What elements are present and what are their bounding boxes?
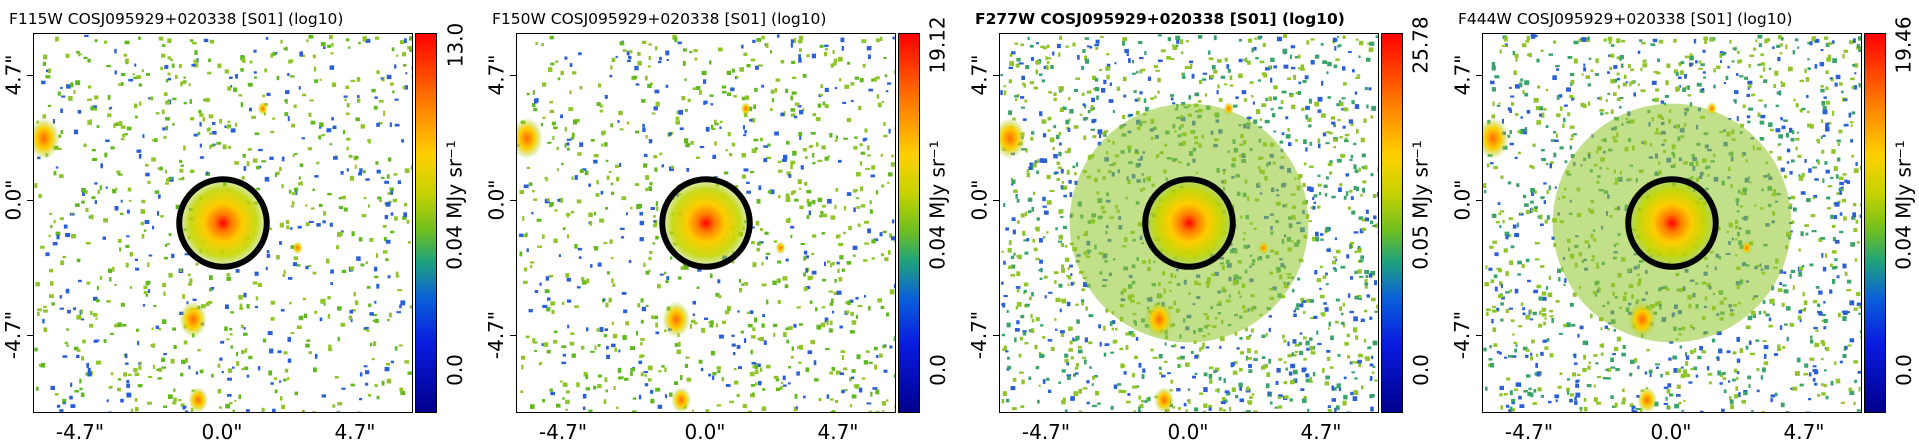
y-tick-label: 0.0" [967,179,992,221]
aperture-circle [1625,176,1719,270]
secondary-source [34,117,60,160]
aperture-circle [176,176,270,270]
y-tick-label: 0.0" [1,179,26,221]
y-tick-mark [1476,335,1482,336]
secondary-source [1628,301,1657,338]
colorbar-unit-label: 0.04 MJy sr⁻¹ [443,140,468,270]
source-core [175,175,271,271]
aperture-circle [659,176,753,270]
x-tick-label: -4.7" [538,420,588,444]
secondary-source [257,102,268,116]
y-tick-mark [993,75,999,76]
secondary-source [1145,301,1174,338]
secondary-source [1483,117,1509,160]
x-tick-label: 0.0" [1167,420,1209,444]
y-tick-mark [993,200,999,201]
image-panel-1: F115W COSJ095929+020338 [S01] (log10) 4.… [0,0,470,447]
colorbar-tick-label: 0.0 [1892,354,1916,386]
x-tick-label: 0.0" [1650,420,1692,444]
y-tick-label: 0.0" [1450,179,1475,221]
colorbar-tick-label: 25.78 [1409,16,1434,74]
colorbar-unit-label: 0.05 MJy sr⁻¹ [1409,140,1434,270]
x-tick-label: 4.7" [817,420,859,444]
cutout-image [33,33,413,413]
secondary-source [292,241,303,255]
y-tick-mark [510,200,516,201]
y-tick-mark [27,200,33,201]
colorbar [898,33,920,413]
secondary-source [775,241,786,255]
cutout-image [516,33,896,413]
y-tick-mark [1476,75,1482,76]
y-tick-mark [27,335,33,336]
y-tick-label: 0.0" [484,179,509,221]
secondary-source [188,387,209,412]
x-tick-label: 4.7" [1300,420,1342,444]
y-tick-mark [510,335,516,336]
secondary-source [1706,102,1717,116]
y-tick-label: -4.7" [1450,310,1475,360]
secondary-source [1154,387,1175,412]
y-tick-label: -4.7" [1,310,26,360]
panel-title: F150W COSJ095929+020338 [S01] (log10) [492,10,827,28]
colorbar-tick-label: 0.0 [443,354,467,386]
colorbar [415,33,437,413]
x-tick-label: 0.0" [201,420,243,444]
y-tick-mark [510,75,516,76]
colorbar [1381,33,1403,413]
source-core [658,175,754,271]
image-panel-3: F277W COSJ095929+020338 [S01] (log10) 4.… [966,0,1436,447]
x-tick-label: 0.0" [684,420,726,444]
image-panel-4: F444W COSJ095929+020338 [S01] (log10) 4.… [1449,0,1919,447]
secondary-source [517,117,543,160]
secondary-source [671,387,692,412]
cutout-image [999,33,1379,413]
x-tick-label: -4.7" [1021,420,1071,444]
colorbar [1864,33,1886,413]
secondary-source [740,102,751,116]
y-tick-label: -4.7" [967,310,992,360]
secondary-source [179,301,208,338]
x-tick-label: -4.7" [1504,420,1554,444]
panel-title: F115W COSJ095929+020338 [S01] (log10) [9,10,344,28]
colorbar-unit-label: 0.04 MJy sr⁻¹ [926,140,951,270]
y-tick-label: -4.7" [484,310,509,360]
aperture-circle [1142,176,1236,270]
secondary-source [662,301,691,338]
secondary-source [1223,102,1234,116]
colorbar-tick-label: 0.0 [926,354,950,386]
secondary-source [1741,241,1752,255]
colorbar-tick-label: 19.12 [926,16,951,74]
cutout-image [1482,33,1862,413]
y-tick-label: 4.7" [967,54,992,96]
y-tick-mark [1476,200,1482,201]
y-tick-label: 4.7" [1,54,26,96]
panel-title: F444W COSJ095929+020338 [S01] (log10) [1458,10,1793,28]
secondary-source [1637,387,1658,412]
panel-title: F277W COSJ095929+020338 [S01] (log10) [975,10,1345,28]
source-core [1141,175,1237,271]
colorbar-tick-label: 0.0 [1409,354,1433,386]
y-tick-mark [27,75,33,76]
y-tick-label: 4.7" [484,54,509,96]
y-tick-label: 4.7" [1450,54,1475,96]
x-tick-label: 4.7" [1783,420,1825,444]
colorbar-tick-label: 13.0 [443,22,467,68]
x-tick-label: -4.7" [55,420,105,444]
colorbar-tick-label: 19.46 [1892,16,1917,74]
secondary-source [1000,117,1026,160]
secondary-source [1258,241,1269,255]
y-tick-mark [993,335,999,336]
source-core [1624,175,1720,271]
x-tick-label: 4.7" [334,420,376,444]
image-panel-2: F150W COSJ095929+020338 [S01] (log10) 4.… [483,0,953,447]
colorbar-unit-label: 0.04 MJy sr⁻¹ [1892,140,1917,270]
